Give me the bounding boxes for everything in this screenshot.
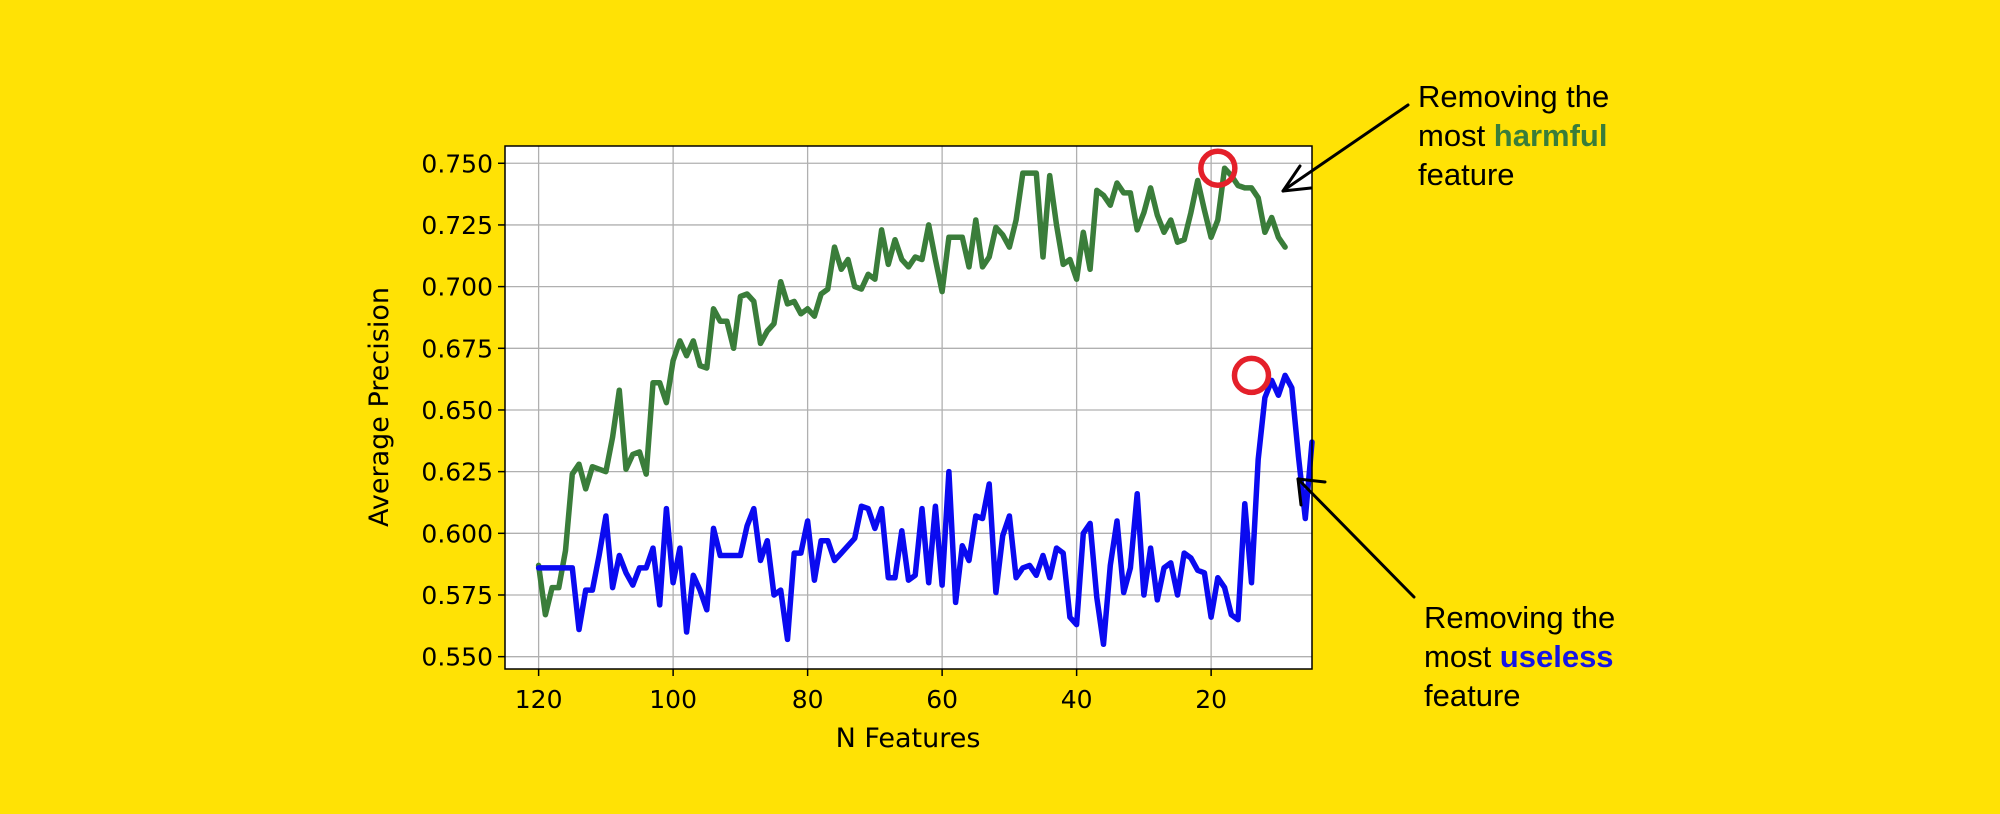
annotation-harmful-line3: feature: [1418, 157, 1515, 192]
arrow-useless: [1296, 477, 1416, 599]
x-tick-label: 80: [792, 685, 824, 714]
annotation-useless: Removing the most useless feature: [1424, 598, 1615, 715]
x-axis: 120 100 80 60 40 20: [515, 669, 1227, 714]
annotation-useless-line3: feature: [1424, 678, 1521, 713]
series-line-1: [535, 165, 1288, 618]
y-tick-label: 0.750: [421, 149, 493, 178]
y-tick-label: 0.550: [421, 643, 493, 672]
x-tick-label: 60: [926, 685, 958, 714]
y-axis-label: Average Precision: [364, 287, 395, 527]
x-axis-label: N Features: [836, 723, 981, 754]
annotation-useless-highlight: useless: [1499, 639, 1614, 674]
y-axis: 0.550 0.575 0.600 0.625 0.650 0.675 0.700 0.725…: [421, 149, 505, 672]
y-tick-label: 0.600: [421, 519, 493, 548]
grid: [505, 146, 1312, 669]
plot-frame: [504, 145, 1313, 670]
y-tick-label: 0.675: [421, 334, 493, 363]
annotation-useless-line2: most useless: [1424, 637, 1615, 676]
series-line-2: [535, 372, 1315, 648]
y-tick-label: 0.700: [421, 273, 493, 302]
x-tick-label: 100: [649, 685, 697, 714]
y-tick-label: 0.625: [421, 458, 493, 487]
y-tick-label: 0.575: [421, 581, 493, 610]
highlight-circle-2: [1231, 355, 1272, 396]
y-tick-label: 0.650: [421, 396, 493, 425]
annotation-harmful-line2: most harmful: [1418, 116, 1609, 155]
marker-layer: [1198, 148, 1272, 396]
arrow-harmful: [1281, 103, 1410, 193]
annotation-useless-prefix: most: [1424, 639, 1500, 674]
x-tick-label: 40: [1061, 685, 1093, 714]
series-layer: [535, 165, 1315, 648]
y-tick-label: 0.725: [421, 211, 493, 240]
highlight-circle-1: [1198, 148, 1238, 188]
x-tick-label: 120: [515, 685, 563, 714]
annotation-harmful-line1: Removing the: [1418, 79, 1610, 114]
annotation-harmful-prefix: most: [1418, 118, 1494, 153]
annotation-harmful: Removing the most harmful feature: [1418, 77, 1609, 194]
annotation-harmful-highlight: harmful: [1493, 118, 1608, 153]
annotation-useless-line1: Removing the: [1424, 600, 1616, 635]
x-tick-label: 20: [1195, 685, 1227, 714]
